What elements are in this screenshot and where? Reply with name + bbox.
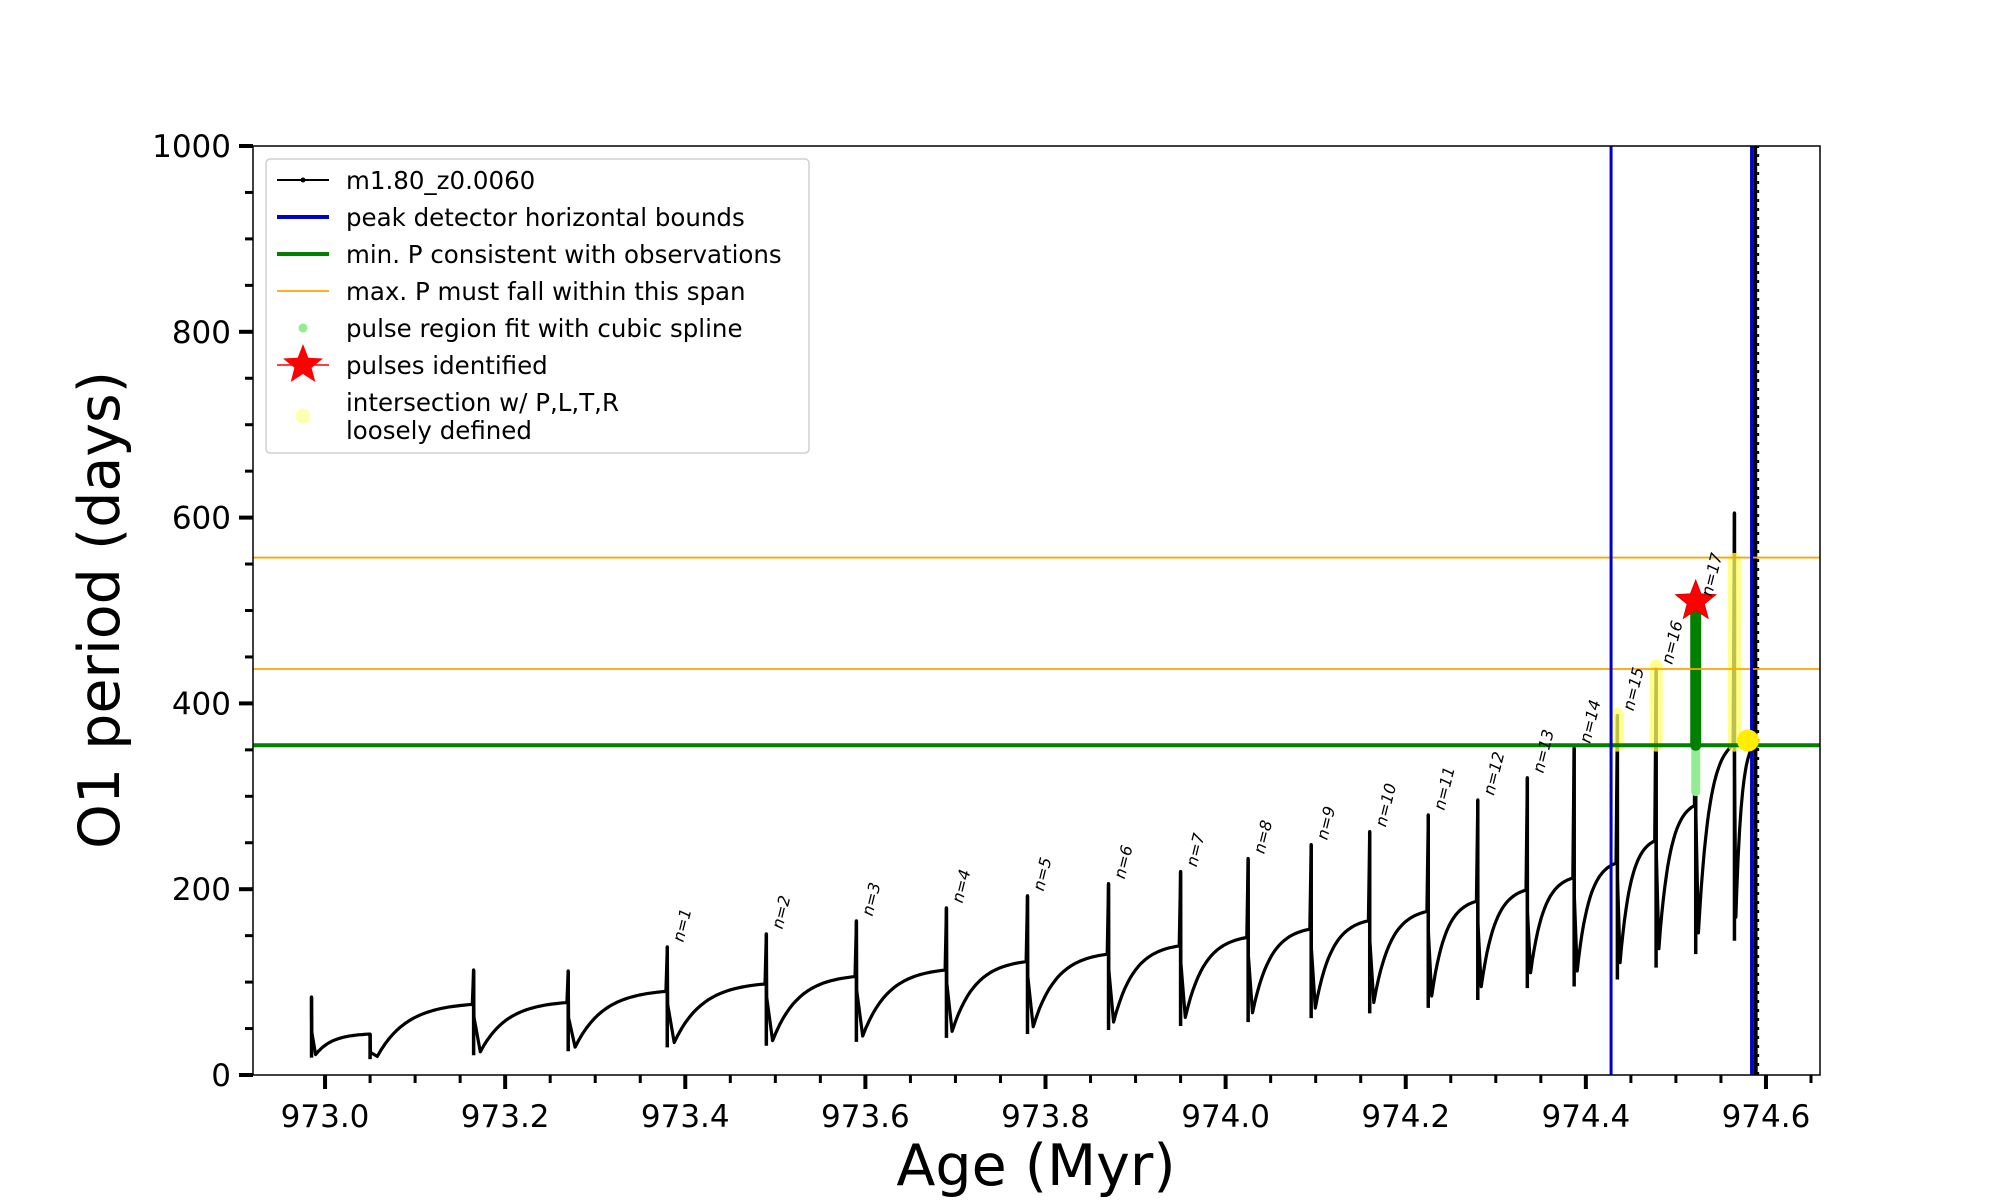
x-tick-label-6: 974.2 [1361, 1099, 1450, 1135]
legend-handle-model-dot [300, 177, 306, 183]
legend-label-1: peak detector horizontal bounds [346, 203, 745, 232]
y-tick-label-2: 400 [172, 686, 231, 722]
legend-handle-intersection [295, 408, 311, 424]
x-tick-label-3: 973.6 [821, 1099, 910, 1135]
y-axis-title: O1 period (days) [67, 371, 133, 849]
x-tick-label-0: 973.0 [281, 1099, 370, 1135]
x-tick-label-7: 974.4 [1541, 1099, 1630, 1135]
legend-label-4: pulse region fit with cubic spline [346, 314, 743, 343]
x-axis-title: Age (Myr) [896, 1133, 1175, 1199]
x-tick-label-2: 973.4 [641, 1099, 730, 1135]
legend-handle-spline [298, 323, 308, 333]
model-curve-line [309, 146, 1758, 1075]
x-tick-label-1: 973.2 [461, 1099, 550, 1135]
intersection-point-0 [1736, 729, 1759, 752]
legend-handle-star [283, 344, 323, 382]
legend-label-6: intersection w/ P,L,T,R [346, 388, 619, 417]
y-tick-label-4: 800 [172, 315, 231, 351]
legend-label-0: m1.80_z0.0060 [346, 166, 535, 195]
legend-box [265, 158, 810, 454]
plot-layer [253, 146, 1820, 1075]
y-tick-label-3: 600 [172, 501, 231, 537]
x-tick-label-4: 973.8 [1001, 1099, 1090, 1135]
y-tick-label-0: 0 [211, 1058, 231, 1094]
y-tick-label-5: 1000 [152, 129, 231, 165]
x-tick-label-8: 974.6 [1722, 1099, 1811, 1135]
legend-label-6-line2: loosely defined [346, 416, 532, 445]
pulse-identified-star-0 [1674, 578, 1718, 620]
legend-label-5: pulses identified [346, 351, 548, 380]
legend-label-3: max. P must fall within this span [346, 277, 746, 306]
axes-layer: 973.0 973.2 973.4 973.6 973.8 974.0 974.2 974.4… [152, 129, 1813, 1135]
legend-label-2: min. P consistent with observations [346, 240, 782, 269]
x-tick-label-5: 974.0 [1181, 1099, 1270, 1135]
y-tick-label-1: 200 [172, 872, 231, 908]
